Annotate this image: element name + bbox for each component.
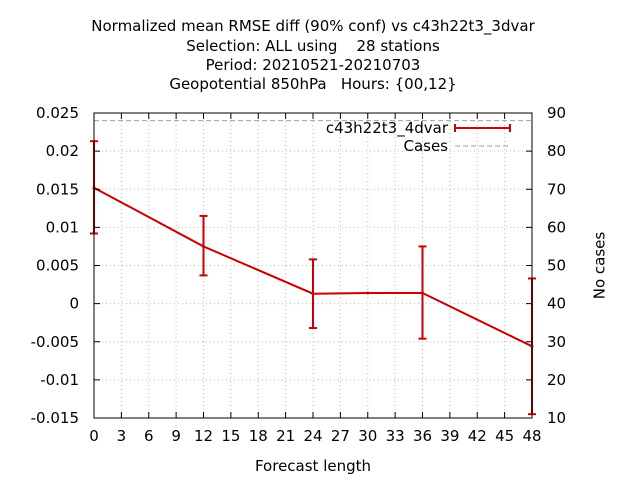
x-tick-label: 24 (303, 427, 322, 445)
data-point (421, 291, 424, 295)
y2-tick-label: 90 (547, 104, 566, 122)
x-tick-label: 27 (331, 427, 350, 445)
data-point (366, 291, 370, 295)
chart-title-line-3: Period: 20210521-20210703 (205, 56, 421, 74)
chart-title-line-2: Selection: ALL using 28 stations (186, 37, 440, 55)
y2-tick-label: 60 (547, 218, 566, 236)
y2-tick-label: 50 (547, 257, 566, 275)
y2-tick-label: 70 (547, 180, 566, 198)
plot-frame (93, 112, 533, 419)
y-tick-label: 0.025 (36, 104, 79, 122)
legend-sample-series-1 (454, 124, 511, 132)
y-tick-label: -0.015 (31, 409, 79, 427)
y2-tick-label: 30 (547, 333, 566, 351)
series-line-c43h22t3-4dvar (93, 186, 533, 348)
x-tick-label: 21 (276, 427, 295, 445)
y2-axis-label: No cases (590, 232, 608, 300)
y2-tick-label: 10 (547, 409, 566, 427)
data-point (202, 244, 205, 248)
x-tick-label: 48 (522, 427, 541, 445)
x-tick-label: 33 (386, 427, 405, 445)
x-tick-label: 3 (117, 427, 127, 445)
x-tick-label: 39 (440, 427, 459, 445)
x-tick-label: 6 (144, 427, 154, 445)
y-tick-label: 0.005 (36, 257, 79, 275)
x-tick-label: 42 (468, 427, 487, 445)
chart-title-line-1: Normalized mean RMSE diff (90% conf) vs … (91, 17, 535, 35)
x-tick-label: 30 (358, 427, 377, 445)
x-tick-label: 45 (495, 427, 514, 445)
x-tick-label: 36 (413, 427, 432, 445)
x-tick-label: 0 (89, 427, 99, 445)
legend-label-cases: Cases (403, 137, 448, 155)
y2-tick-label: 20 (547, 371, 566, 389)
y2-tick-label: 80 (547, 142, 566, 160)
chart-title-line-4: Geopotential 850hPa Hours: {00,12} (169, 75, 457, 93)
x-tick-label: 15 (221, 427, 240, 445)
y-tick-label: 0.01 (46, 218, 79, 236)
y-tick-label: 0.015 (36, 180, 79, 198)
y2-tick-label: 40 (547, 295, 566, 313)
x-tick-label: 12 (194, 427, 213, 445)
x-axis-label: Forecast length (255, 457, 371, 475)
data-point (311, 292, 315, 296)
x-tick-label: 18 (249, 427, 268, 445)
y-tick-label: 0.02 (46, 142, 79, 160)
x-tick-label: 9 (171, 427, 181, 445)
y-tick-label: -0.005 (31, 333, 79, 351)
y-tick-label: 0 (69, 295, 79, 313)
y-tick-label: -0.01 (40, 371, 79, 389)
legend: c43h22t3_4dvar Cases (326, 119, 511, 155)
legend-label-series-1: c43h22t3_4dvar (326, 119, 449, 138)
series-layer (90, 120, 536, 416)
